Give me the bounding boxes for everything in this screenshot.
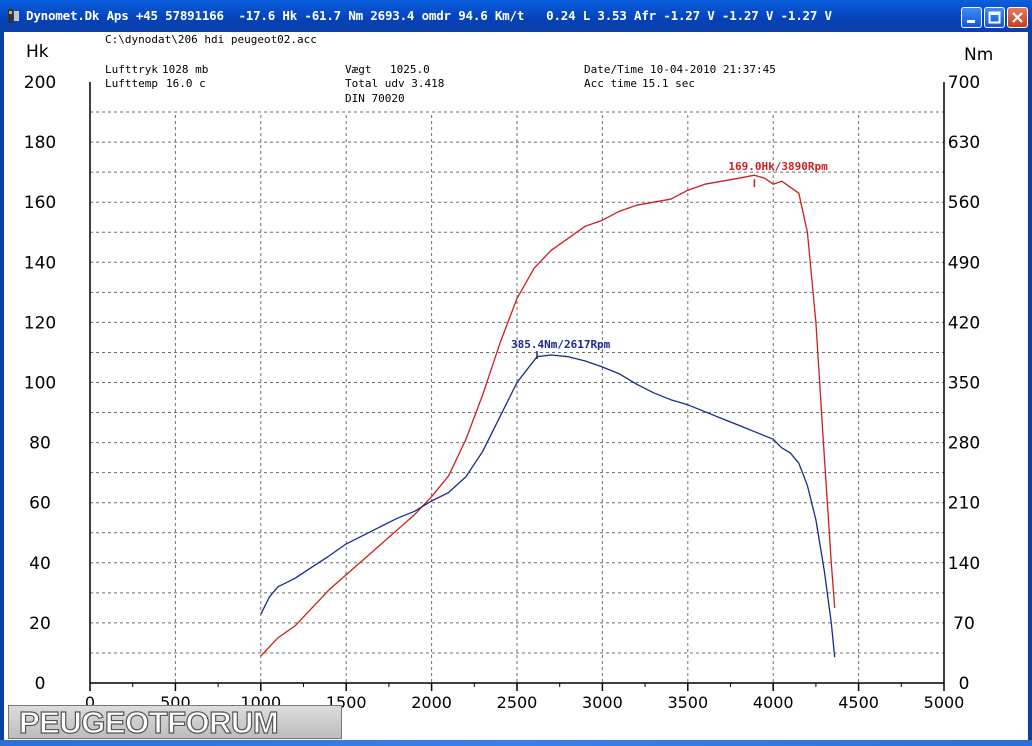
power-curve bbox=[260, 174, 836, 657]
window-title: Dynomet.Dk Aps +45 57891166 -17.6 Hk -61… bbox=[26, 8, 832, 23]
y-left-tick-label: 160 bbox=[24, 193, 56, 213]
y-left-tick-label: 60 bbox=[29, 494, 51, 514]
y-right-tick-label: 70 bbox=[953, 614, 975, 634]
x-tick-label: 3000 bbox=[582, 693, 623, 712]
y-right-tick-label: 560 bbox=[948, 193, 980, 213]
lufttemp-label: Lufttemp bbox=[105, 77, 158, 90]
acctime-label: Acc time bbox=[584, 77, 637, 90]
y-right-tick-label: 490 bbox=[948, 253, 980, 273]
app-icon bbox=[8, 9, 19, 23]
y-left-tick-label: 140 bbox=[24, 253, 56, 273]
datetime-value: 10-04-2010 21:37:45 bbox=[650, 63, 776, 76]
maximize-button[interactable] bbox=[984, 7, 1005, 28]
peugeotforum-watermark: PEUGEOTFORUM bbox=[8, 705, 342, 740]
x-tick-label: 5000 bbox=[924, 693, 965, 712]
chart-series bbox=[260, 174, 836, 658]
chart-svg: 0 500 1000 1500 2000 2500 3000 3500 4000 4500 5000… bbox=[24, 33, 994, 712]
y-left-tick-label: 20 bbox=[29, 614, 51, 634]
lufttryk-value: 1028 mb bbox=[162, 63, 208, 76]
din-standard: DIN 70020 bbox=[345, 92, 405, 105]
torque-peak-label: 385.4Nm/2617Rpm bbox=[511, 338, 611, 351]
close-button[interactable] bbox=[1007, 7, 1028, 28]
x-tick-label: 2500 bbox=[497, 693, 538, 712]
lufttryk-label: Lufttryk bbox=[105, 63, 158, 76]
y-right-tick-label: 700 bbox=[948, 73, 980, 93]
x-tick-label: 4000 bbox=[753, 693, 794, 712]
file-path: C:\dynodat\206 hdi peugeot02.acc bbox=[105, 33, 317, 46]
vaegt-label: Vægt bbox=[345, 63, 372, 76]
y-right-tick-label: 280 bbox=[948, 434, 980, 454]
dyno-chart: 0 500 1000 1500 2000 2500 3000 3500 4000 4500 5000… bbox=[4, 32, 1028, 742]
taskbar-strip bbox=[0, 740, 1032, 746]
y-left-tick-label: 120 bbox=[24, 313, 56, 333]
x-tick-label: 4500 bbox=[838, 693, 879, 712]
y-right-axis-label: Nm bbox=[964, 45, 993, 65]
y-right-tick-label: 140 bbox=[948, 554, 980, 574]
torque-curve bbox=[260, 354, 836, 658]
title-bar: Dynomet.Dk Aps +45 57891166 -17.6 Hk -61… bbox=[0, 0, 1032, 32]
minimize-icon bbox=[967, 20, 975, 23]
y-right-tick-label: 0 bbox=[959, 674, 970, 694]
y-left-tick-label: 40 bbox=[29, 554, 51, 574]
chart-grid bbox=[90, 111, 944, 683]
y-right-tick-label: 420 bbox=[948, 313, 980, 333]
y-right-tick-label: 630 bbox=[948, 133, 980, 153]
y-left-tick-label: 0 bbox=[35, 674, 46, 694]
y-right-tick-label: 210 bbox=[948, 494, 980, 514]
watermark-text: PEUGEOTFORUM bbox=[18, 705, 279, 740]
lufttemp-value: 16.0 c bbox=[166, 77, 206, 90]
y-left-tick-label: 100 bbox=[24, 374, 56, 394]
datetime-label: Date/Time bbox=[584, 63, 644, 76]
acctime-value: 15.1 sec bbox=[642, 77, 695, 90]
chart-ticks: 0 500 1000 1500 2000 2500 3000 3500 4000 4500 5000… bbox=[24, 73, 980, 712]
minimize-button[interactable] bbox=[961, 7, 982, 28]
close-icon bbox=[1012, 12, 1023, 23]
x-tick-label: 2000 bbox=[411, 693, 452, 712]
maximize-icon bbox=[988, 11, 1001, 24]
x-tick-label: 3500 bbox=[667, 693, 708, 712]
x-tick-label: 0 bbox=[85, 693, 95, 712]
y-right-tick-label: 350 bbox=[948, 374, 980, 394]
y-left-tick-label: 180 bbox=[24, 133, 56, 153]
total-udv: Total udv 3.418 bbox=[345, 77, 444, 90]
vaegt-value: 1025.0 bbox=[390, 63, 430, 76]
power-peak-label: 169.0Hk/3890Rpm bbox=[728, 160, 828, 173]
y-left-tick-label: 200 bbox=[24, 73, 56, 93]
y-left-tick-label: 80 bbox=[29, 434, 51, 454]
y-left-axis-label: Hk bbox=[26, 42, 49, 62]
